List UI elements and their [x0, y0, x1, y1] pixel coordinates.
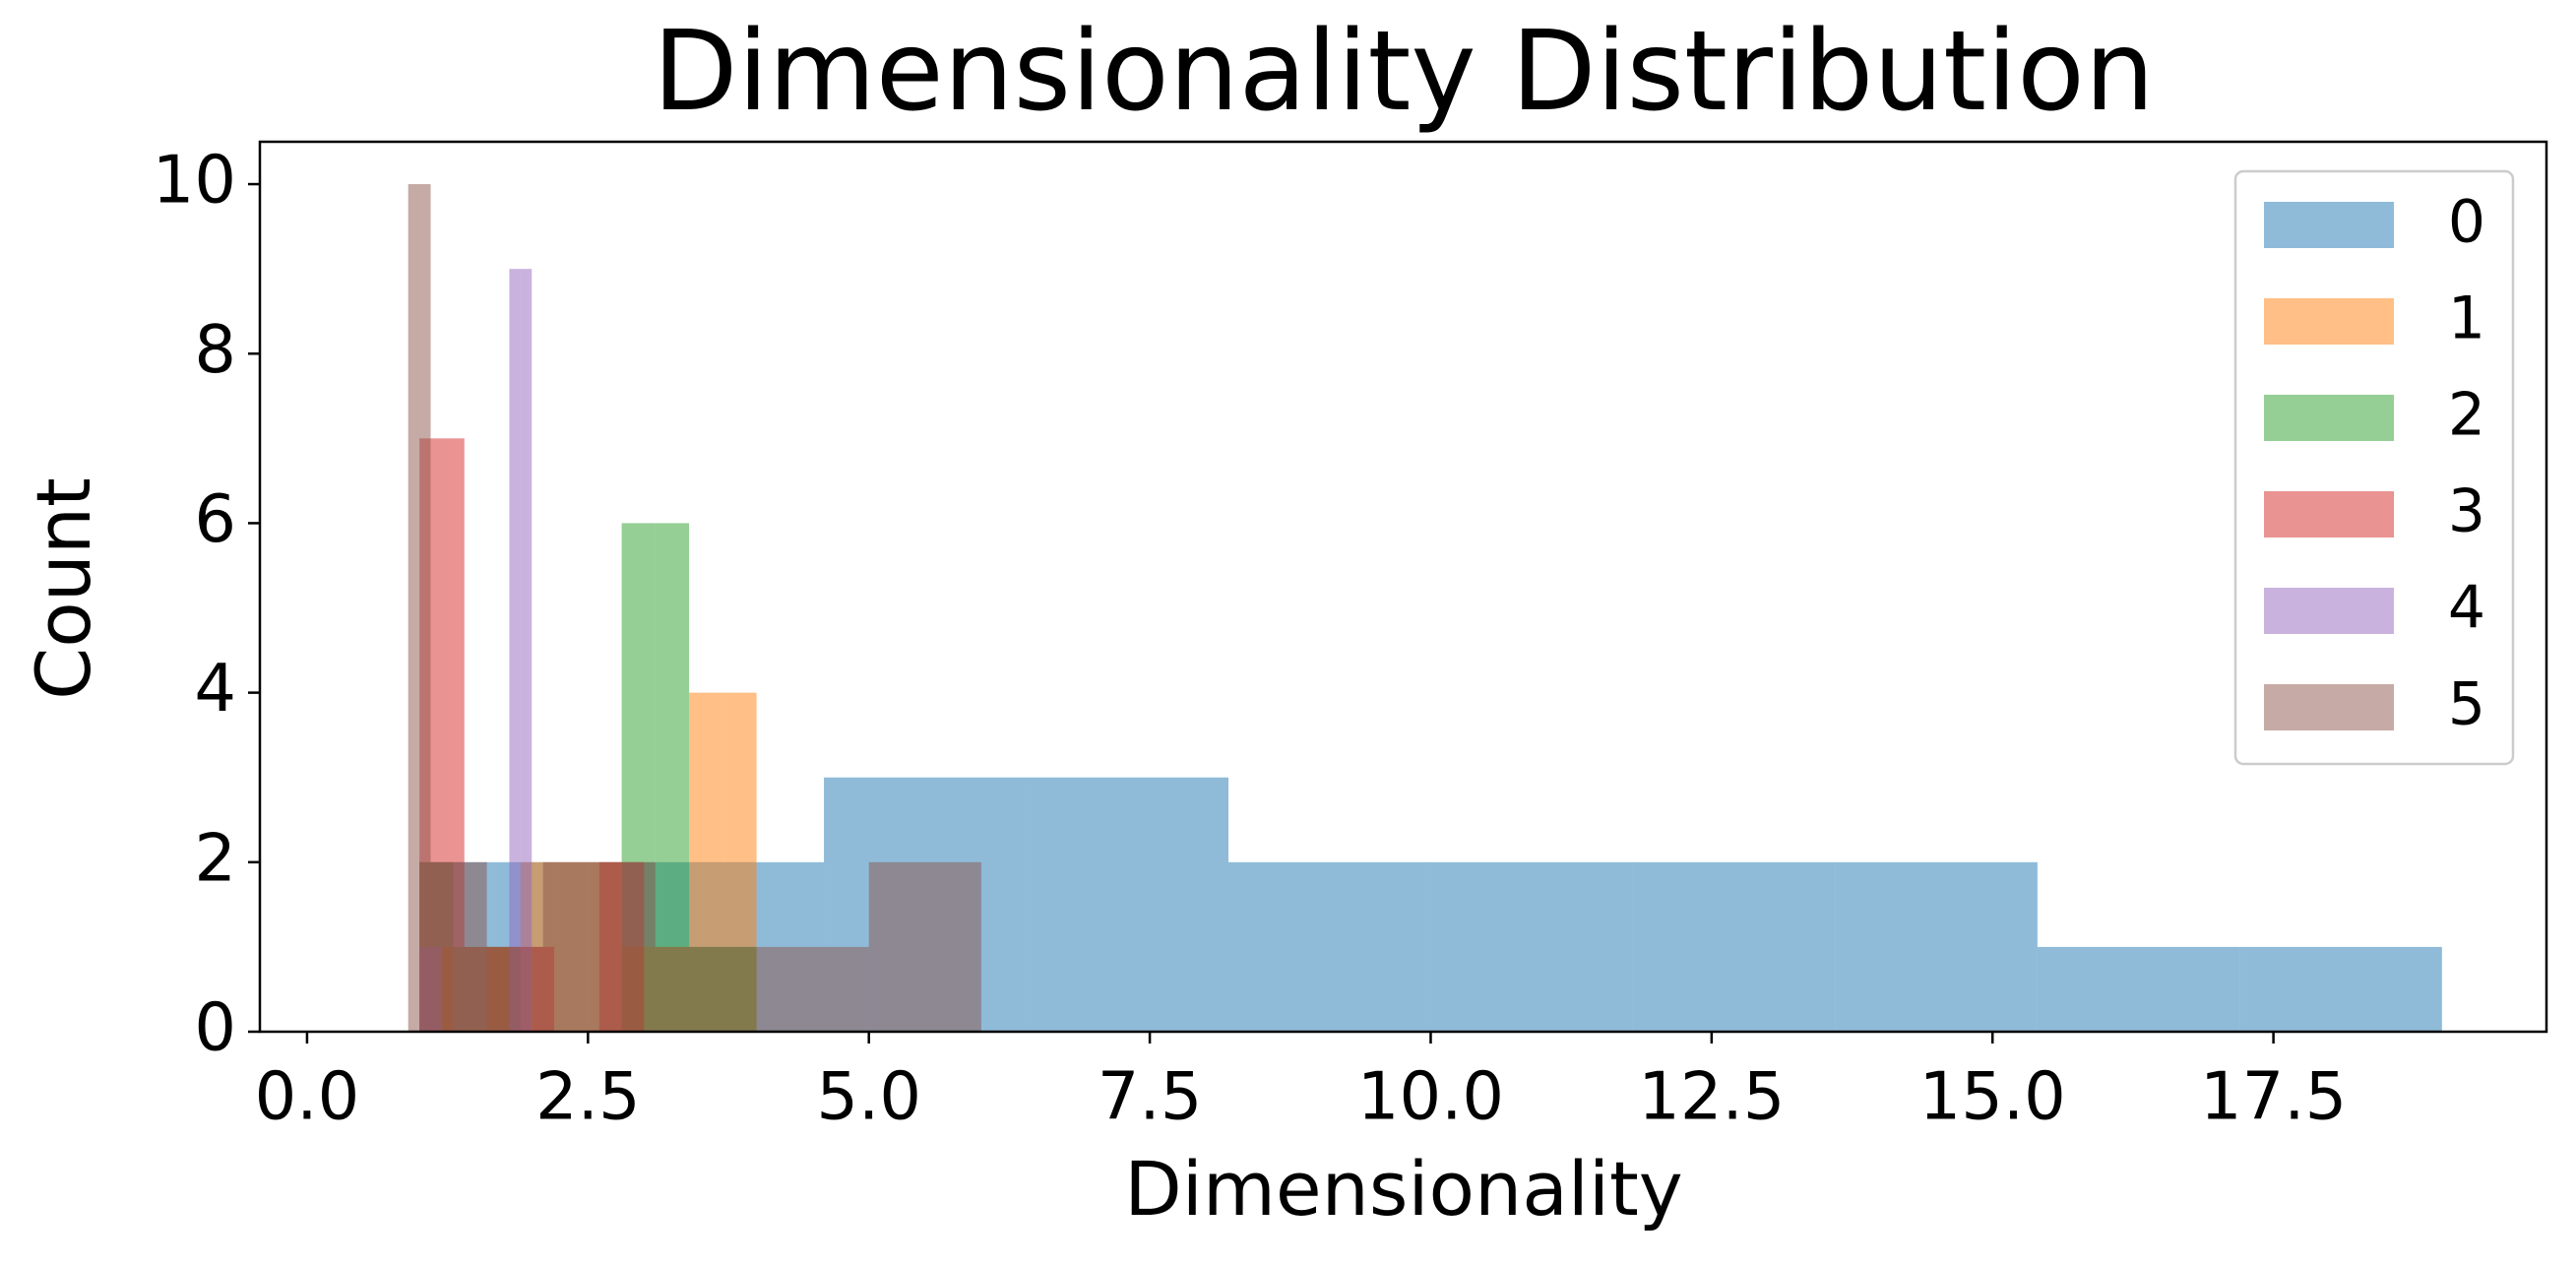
histogram-bar [486, 946, 543, 1032]
histogram-bar [2239, 946, 2442, 1032]
x-tick-label: 15.0 [1919, 1058, 2066, 1135]
y-tick-label: 4 [194, 650, 236, 727]
histogram-bar [1835, 861, 2038, 1032]
histogram-bar [2037, 946, 2240, 1032]
y-tick-label: 10 [153, 142, 236, 219]
legend-swatch [2264, 491, 2394, 538]
legend-swatch [2264, 202, 2394, 248]
histogram-bar [430, 861, 487, 1032]
histogram-bar [598, 861, 656, 1032]
x-tick-label: 5.0 [816, 1058, 921, 1135]
legend-label: 3 [2448, 477, 2485, 546]
x-tick-label: 10.0 [1357, 1058, 1504, 1135]
legend-label: 2 [2448, 381, 2485, 450]
x-tick-label: 0.0 [255, 1058, 360, 1135]
histogram-bar [1026, 777, 1228, 1032]
legend-swatch [2264, 588, 2394, 634]
y-tick-label: 6 [194, 480, 236, 557]
legend-swatch [2264, 684, 2394, 730]
histogram-bar [711, 946, 768, 1032]
legend-label: 0 [2448, 188, 2485, 257]
x-tick-label: 12.5 [1638, 1058, 1785, 1135]
legend-label: 1 [2448, 285, 2485, 353]
x-tick-label: 17.5 [2200, 1058, 2347, 1135]
bars [408, 184, 2442, 1033]
histogram-bar [542, 861, 599, 1032]
histogram-bar [509, 269, 521, 1033]
x-axis-label: Dimensionality [1124, 1145, 1683, 1233]
histogram-bar [824, 946, 869, 1032]
x-tick-label: 2.5 [535, 1058, 641, 1135]
legend-swatch [2264, 298, 2394, 345]
y-tick-label: 0 [194, 989, 236, 1066]
y-tick-label: 8 [194, 311, 236, 388]
histogram-bar [767, 946, 825, 1032]
chart-title: Dimensionality Distribution [653, 8, 2154, 136]
legend-swatch [2264, 395, 2394, 441]
y-axis-label: Count [20, 477, 107, 700]
histogram-bar [655, 946, 712, 1032]
legend-label: 4 [2448, 574, 2485, 643]
x-tick-label: 7.5 [1098, 1058, 1203, 1135]
histogram-bar [1632, 861, 1836, 1032]
plot-frame [258, 140, 2548, 1034]
histogram-bar [520, 269, 533, 1033]
histogram-bar [408, 184, 431, 1033]
histogram-bar [1430, 861, 1633, 1032]
histogram-bar [1227, 861, 1431, 1032]
histogram-bar [868, 861, 981, 1032]
legend-label: 5 [2448, 670, 2485, 739]
y-tick-label: 2 [194, 819, 236, 896]
legend: 0 1 2 3 4 5 [2233, 169, 2515, 766]
